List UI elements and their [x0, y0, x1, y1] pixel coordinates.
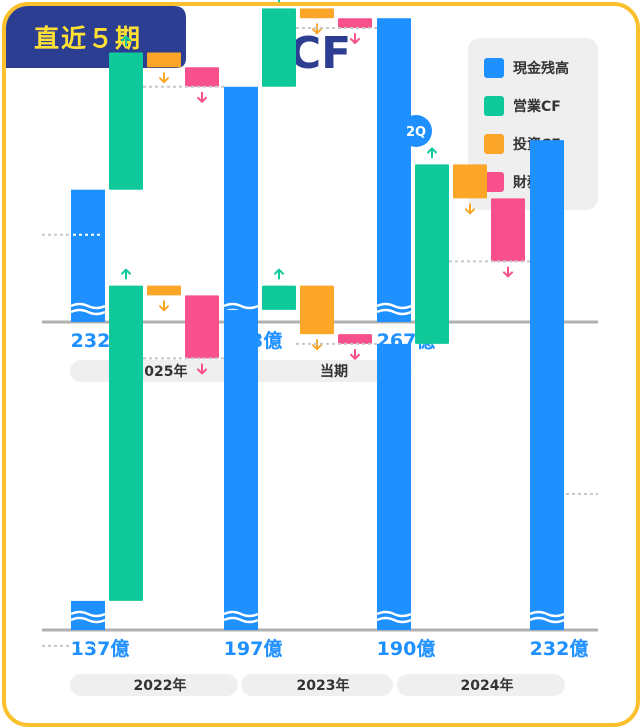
legend-item-cash: 現金残高 [484, 57, 569, 79]
legend-swatch-operating [484, 96, 504, 116]
fin-flow-bar-0-0 [185, 67, 219, 87]
current-quarter-marker: 2Q [400, 115, 432, 147]
fin-down-arrow-0-0-path [197, 91, 207, 103]
op-up-arrow-1-2 [427, 147, 437, 159]
op-flow-bar-1-0 [109, 285, 143, 601]
inv-flow-bar-0-0 [147, 52, 181, 68]
inv-down-arrow-1-0-path [159, 300, 169, 312]
cash-bar-break-0-0 [70, 302, 106, 316]
inv-flow-bar-1-2 [453, 164, 487, 199]
fin-down-arrow-0-1-path [350, 33, 360, 44]
badge-label: 直近５期 [34, 24, 143, 53]
fin-down-arrow-1-2 [503, 266, 513, 278]
op-flow-bar-0-0 [109, 52, 143, 190]
op-up-arrow-0-1-path [278, 0, 280, 3]
current-quarter-label: 2Q [406, 125, 426, 140]
legend-swatch-financing [484, 172, 504, 192]
op-flow-bar-0-1 [262, 8, 296, 87]
inv-down-arrow-0-0 [159, 72, 169, 84]
legend-label-cash: 現金残高 [513, 61, 569, 77]
inv-down-arrow-1-2 [465, 203, 475, 215]
cash-bar-break-1-2 [376, 610, 412, 624]
legend-swatch-investing [484, 134, 504, 154]
inv-down-arrow-1-2-path [465, 203, 475, 215]
legend-item-operating: 営業CF [484, 95, 561, 117]
cash-bar-break-0-2 [376, 302, 412, 316]
op-up-arrow-1-2-path [427, 147, 437, 159]
op-up-arrow-1-0-path [121, 268, 131, 280]
fin-down-arrow-1-0-path [197, 363, 207, 375]
inv-flow-bar-1-0 [147, 285, 181, 296]
inv-flow-bar-1-1 [300, 285, 334, 335]
op-up-arrow-1-1-path [274, 268, 284, 280]
period-label-1-1: 2023年 [297, 677, 350, 694]
inv-flow-bar-0-1 [300, 8, 334, 19]
period-pill-1-2 [397, 674, 565, 696]
cash-bar-1-1 [224, 309, 258, 630]
period-label-1-0: 2022年 [134, 677, 187, 694]
period-label-0-0: 2025年 [135, 363, 188, 380]
fin-down-arrow-0-1 [350, 33, 360, 44]
cash-bar-0-2 [377, 18, 411, 322]
legend-label-operating: 営業CF [513, 99, 561, 115]
period-label-1-2: 2024年 [461, 677, 514, 694]
cash-bar-0-1 [224, 86, 258, 322]
fin-down-arrow-1-0 [197, 363, 207, 375]
cash-bar-0-0 [71, 189, 105, 322]
period-pill-0-1 [244, 360, 412, 382]
fin-flow-bar-1-2 [491, 198, 525, 262]
cash-bar-break-1-1 [223, 610, 259, 624]
op-up-arrow-0-0 [121, 35, 131, 47]
op-up-arrow-0-1 [278, 0, 280, 3]
cash-value-1-3: 232億 [530, 637, 589, 660]
op-up-arrow-1-0 [121, 268, 131, 280]
current-quarter-circle [400, 115, 432, 147]
fin-down-arrow-0-0 [197, 91, 207, 103]
fin-down-arrow-1-1 [350, 348, 360, 360]
op-up-arrow-1-1 [274, 268, 284, 280]
fin-flow-bar-1-0 [185, 295, 219, 359]
chart-title: CF [288, 28, 352, 79]
cash-value-1-1: 197億 [224, 637, 283, 660]
inv-down-arrow-1-0 [159, 300, 169, 312]
cash-bar-break-1-3 [529, 610, 565, 624]
period-label-0-1: 当期 [320, 363, 348, 380]
cash-value-1-0: 137億 [71, 637, 130, 660]
op-flow-bar-1-1 [262, 285, 296, 310]
inv-down-arrow-0-0-path [159, 72, 169, 84]
cash-value-1-2: 190億 [377, 637, 436, 660]
period-pill-1-1 [241, 674, 393, 696]
fin-flow-bar-1-1 [338, 334, 372, 344]
cash-bar-1-2 [377, 343, 411, 630]
cash-bar-break-1-0 [70, 610, 106, 624]
legend-swatch-cash [484, 58, 504, 78]
fin-down-arrow-1-1-path [350, 348, 360, 360]
fin-flow-bar-0-1 [338, 18, 372, 28]
op-up-arrow-0-0-path [121, 35, 131, 47]
period-pill-1-0 [70, 674, 238, 696]
op-flow-bar-1-2 [415, 164, 449, 344]
cash-bar-1-3 [530, 140, 564, 630]
fin-down-arrow-1-2-path [503, 266, 513, 278]
